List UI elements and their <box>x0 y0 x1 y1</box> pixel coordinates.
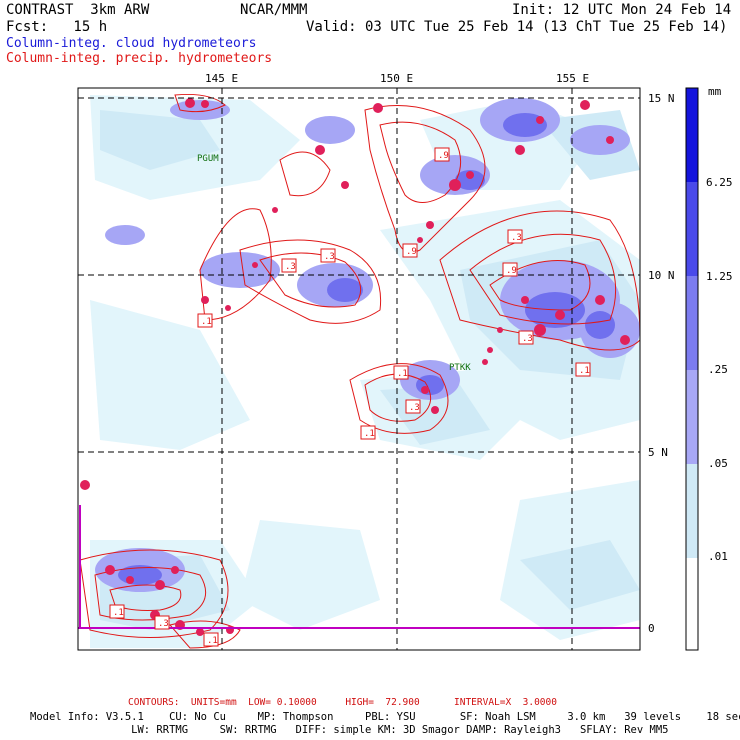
contour-label: .3 <box>405 399 421 414</box>
colorbar-swatch <box>686 182 698 276</box>
map-frame <box>77 87 641 651</box>
colorbar-swatch <box>686 88 698 182</box>
svg-text:.9: .9 <box>438 151 449 161</box>
contour-label: .9 <box>502 262 518 277</box>
lat-tick-15n: 15 N <box>648 92 675 105</box>
lon-tick-155: 155 E <box>556 72 590 85</box>
lon-tick-145: 145 E <box>205 72 239 85</box>
colorbar-label-0-01: .01 <box>708 550 728 563</box>
contour-label: .1 <box>203 632 219 647</box>
colorbar-label-1-25: 1.25 <box>706 270 733 283</box>
svg-text:.1: .1 <box>397 369 408 379</box>
svg-text:.1: .1 <box>207 636 218 646</box>
colorbar-label-6-25: 6.25 <box>706 176 733 189</box>
precip-cores <box>80 98 630 636</box>
svg-text:.1: .1 <box>201 317 212 327</box>
svg-text:.3: .3 <box>285 262 296 272</box>
svg-text:.3: .3 <box>324 252 335 262</box>
colorbar-label-0-25: .25 <box>708 363 728 376</box>
svg-text:.3: .3 <box>511 233 522 243</box>
svg-text:.1: .1 <box>579 366 590 376</box>
contour-label: .3 <box>320 248 336 263</box>
svg-text:.1: .1 <box>113 608 124 618</box>
svg-text:.3: .3 <box>522 334 533 344</box>
colorbar-label-0-05: .05 <box>708 457 728 470</box>
colorbar-swatch <box>686 558 698 650</box>
contour-label: .3 <box>507 229 523 244</box>
contour-label: .1 <box>197 313 213 328</box>
svg-text:.3: .3 <box>158 619 169 629</box>
colorbar-units: mm <box>708 85 722 98</box>
contour-label: .9 <box>402 243 418 258</box>
init-time: Init: 12 UTC Mon 24 Feb 14 <box>512 2 732 18</box>
legend-precip: Column-integ. precip. hydrometeors <box>6 51 273 66</box>
svg-text:.1: .1 <box>364 429 375 439</box>
svg-text:.3: .3 <box>409 403 420 413</box>
colorbar-swatch <box>686 370 698 464</box>
contour-label: .9 <box>434 147 450 162</box>
contour-label: .3 <box>518 330 534 345</box>
contour-label: .3 <box>281 258 297 273</box>
legend-cloud: Column-integ. cloud hydrometeors <box>6 36 257 51</box>
cloud-shading <box>90 95 640 648</box>
svg-text:.9: .9 <box>506 266 517 276</box>
model-title: CONTRAST 3km ARW <box>6 2 150 18</box>
contour-label: .1 <box>109 604 125 619</box>
contour-label: .1 <box>575 362 591 377</box>
contour-label: .3 <box>154 615 170 630</box>
colorbar-swatch <box>686 464 698 558</box>
lat-tick-10n: 10 N <box>648 269 675 282</box>
organization: NCAR/MMM <box>240 2 308 18</box>
valid-time: Valid: 03 UTC Tue 25 Feb 14 (13 ChT Tue … <box>306 19 728 35</box>
contour-label: .1 <box>360 425 376 440</box>
station-ptkk: PTKK <box>449 363 471 373</box>
contour-label: .1 <box>393 365 409 380</box>
contours-info: CONTOURS: UNITS=mm LOW= 0.10000 HIGH= 72… <box>128 697 557 708</box>
station-pgum: PGUM <box>197 154 219 164</box>
lat-tick-0: 0 <box>648 622 655 635</box>
lon-tick-150: 150 E <box>380 72 414 85</box>
contour-label-group: .9 .3 .9 .9 .3 .3 .1 .3 .1 .1 .3 .1 .1 .… <box>109 147 591 647</box>
colorbar-swatch <box>686 276 698 370</box>
forecast-hour: Fcst: 15 h <box>6 19 108 35</box>
model-info-physics: LW: RRTMG SW: RRTMG DIFF: simple KM: 3D … <box>30 724 669 736</box>
colorbar <box>685 87 699 651</box>
lat-tick-5n: 5 N <box>648 446 668 459</box>
model-info: Model Info: V3.5.1 CU: No Cu MP: Thompso… <box>30 711 740 723</box>
svg-text:.9: .9 <box>406 247 417 257</box>
